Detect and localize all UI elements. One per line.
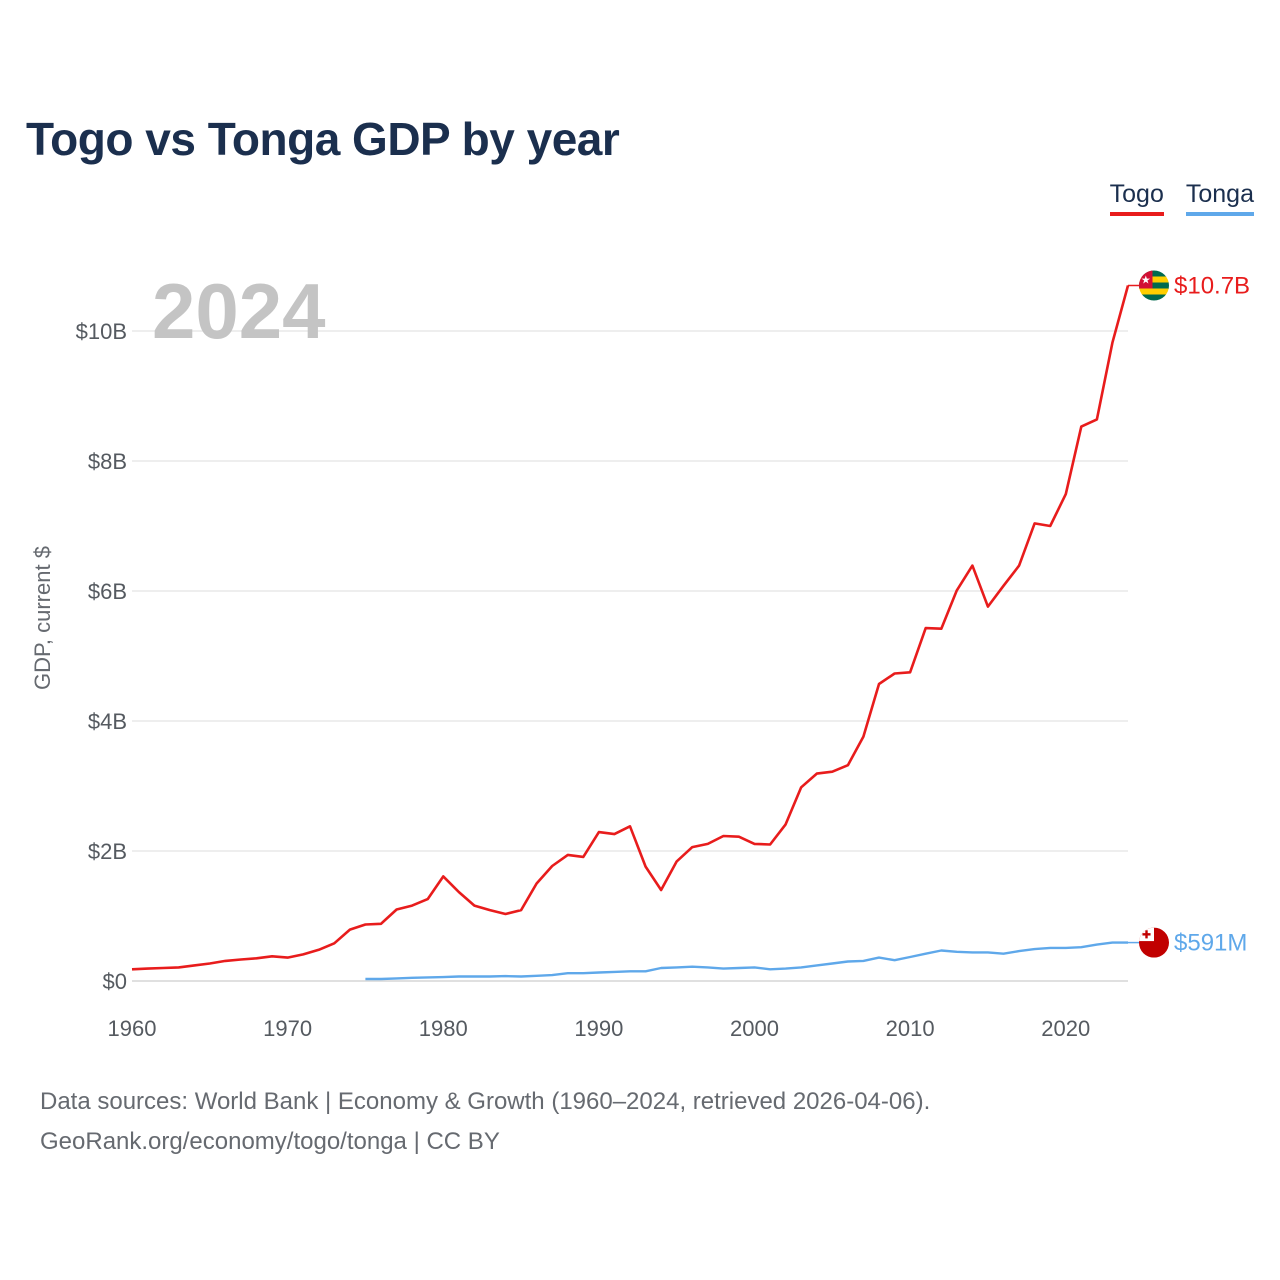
x-tick-label: 2010 (886, 1016, 935, 1041)
x-axis: 1960 1970 1980 1990 2000 2010 2020 (108, 1016, 1091, 1041)
end-labels: ★ $10.7B $591M (1128, 270, 1250, 958)
chart-title: Togo vs Tonga GDP by year (26, 113, 620, 165)
flag-stripe (1139, 282, 1169, 289)
flag-body (1139, 927, 1169, 958)
y-tick-label: $2B (88, 839, 127, 864)
end-label-togo: $10.7B (1174, 273, 1250, 300)
y-tick-label: $8B (88, 449, 127, 474)
y-axis: $0 $2B $4B $6B $8B $10B (76, 319, 127, 994)
x-tick-label: 2020 (1041, 1016, 1090, 1041)
flag-cross-h (1142, 933, 1151, 936)
series-line-togo[interactable] (131, 285, 1130, 971)
flag-star-icon: ★ (1141, 275, 1151, 287)
year-label: 2024 (152, 267, 326, 355)
y-tick-label: $4B (88, 709, 127, 734)
y-tick-label: $6B (88, 579, 127, 604)
x-tick-label: 1960 (108, 1016, 157, 1041)
y-tick-label: $10B (76, 319, 127, 344)
flag-stripe (1139, 288, 1169, 295)
flag-body: ★ (1139, 270, 1169, 301)
flag-stripe (1139, 294, 1169, 301)
y-tick-label: $0 (103, 969, 127, 994)
togo-flag-icon: ★ (1139, 270, 1169, 301)
x-tick-label: 1980 (419, 1016, 468, 1041)
x-tick-label: 2000 (730, 1016, 779, 1041)
flag-stripe (1139, 276, 1169, 283)
series-line-tonga[interactable] (365, 941, 1128, 981)
source-line-1: Data sources: World Bank | Economy & Gro… (40, 1088, 931, 1115)
flag-stripe (1139, 270, 1169, 277)
x-tick-label: 1990 (574, 1016, 623, 1041)
tonga-flag-icon (1139, 927, 1169, 958)
grid-lines (132, 330, 1128, 982)
end-label-tonga: $591M (1174, 930, 1247, 957)
source-line-2[interactable]: GeoRank.org/economy/togo/tonga | CC BY (40, 1128, 500, 1155)
series-group (131, 285, 1130, 981)
source-note: Data sources: World Bank | Economy & Gro… (40, 1082, 930, 1162)
legend: Togo Tonga (1109, 180, 1254, 216)
x-tick-label: 1970 (263, 1016, 312, 1041)
legend-item-tonga[interactable]: Tonga (1185, 180, 1254, 216)
legend-item-togo[interactable]: Togo (1109, 180, 1164, 216)
y-axis-label: GDP, current $ (30, 546, 55, 690)
